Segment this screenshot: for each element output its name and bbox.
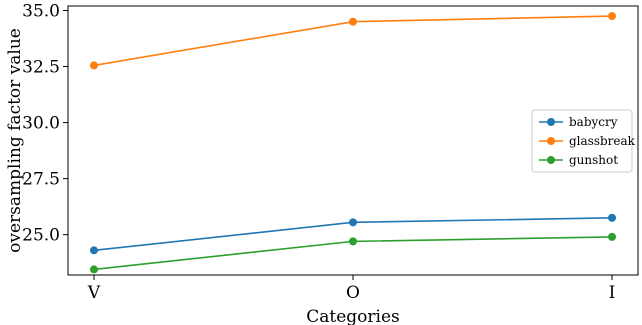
axes: 25.0 27.5 30.0 32.5 35.0 V O I Categories oversam… — [5, 1, 615, 325]
data-point-gunshot-V — [90, 265, 98, 274]
legend-marker-babycry — [547, 118, 555, 126]
data-point-gunshot-O — [349, 237, 357, 246]
data-point-babycry-V — [90, 246, 98, 255]
data-point-babycry-O — [349, 218, 357, 227]
x-tick-label: I — [609, 283, 616, 303]
legend-marker-gunshot — [547, 156, 555, 164]
series-glassbreak — [90, 12, 616, 70]
legend-box — [531, 109, 633, 173]
data-point-glassbreak-V — [90, 61, 98, 70]
legend-item-glassbreak: glassbreak — [539, 134, 636, 148]
x-tick-label: O — [346, 283, 360, 303]
data-point-babycry-I — [608, 213, 616, 222]
y-tick-label: 35.0 — [22, 1, 60, 21]
x-axis-title: Categories — [306, 307, 400, 325]
data-point-glassbreak-O — [349, 17, 357, 26]
y-tick-label: 30.0 — [22, 114, 60, 134]
legend-marker-glassbreak — [547, 137, 555, 145]
y-axis-title: oversampling factor value — [5, 28, 25, 253]
y-tick-label: 27.5 — [22, 170, 60, 190]
legend-label-gunshot: gunshot — [569, 153, 618, 167]
y-tick-label: 25.0 — [22, 226, 60, 246]
x-tick-label: V — [87, 283, 101, 303]
legend-item-gunshot: gunshot — [539, 153, 618, 167]
legend-item-babycry: babycry — [539, 115, 618, 129]
legend-label-babycry: babycry — [569, 115, 618, 129]
data-point-glassbreak-I — [608, 12, 616, 21]
series-babycry — [90, 213, 616, 255]
data-point-gunshot-I — [608, 232, 616, 241]
series-group — [90, 12, 616, 274]
legend: babycry glassbreak gunshot — [531, 109, 636, 173]
series-gunshot — [90, 232, 616, 274]
legend-label-glassbreak: glassbreak — [569, 134, 636, 148]
y-tick-label: 32.5 — [22, 58, 60, 78]
